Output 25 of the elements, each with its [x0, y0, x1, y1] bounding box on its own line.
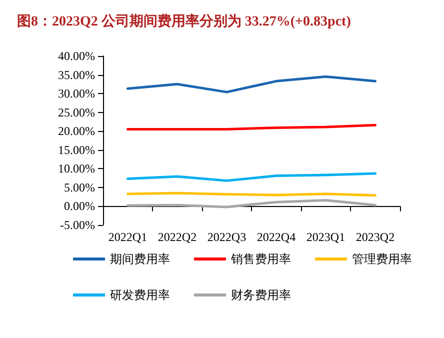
line-series [126, 75, 376, 94]
chart-title: 图8：2023Q2 公司期间费用率分别为 33.27%(+0.83pct) [17, 12, 352, 30]
legend-label: 期间费用率 [110, 252, 170, 266]
legend-label: 管理费用率 [352, 252, 412, 266]
x-tick-label: 2022Q4 [256, 230, 296, 244]
line-series [126, 172, 376, 182]
y-tick-label: 15.00% [58, 142, 95, 157]
legend-label: 销售费用率 [230, 252, 291, 266]
y-tick-label: 25.00% [58, 105, 95, 120]
y-tick-label: 20.00% [58, 124, 95, 138]
x-tick-label: 2022Q2 [158, 230, 197, 244]
y-tick-label: 40.00% [58, 49, 95, 63]
y-tick-label: 5.00% [64, 180, 95, 194]
legend-label: 研发费用率 [110, 288, 170, 302]
y-tick-label: -5.00% [60, 218, 95, 232]
y-tick-label: 30.00% [58, 86, 95, 101]
y-tick-label: 10.00% [58, 162, 95, 176]
x-tick-label: 2023Q2 [356, 230, 395, 244]
x-tick-label: 2022Q3 [207, 230, 246, 244]
x-tick-label: 2022Q1 [108, 230, 148, 244]
y-tick-label: 35.00% [58, 68, 95, 82]
y-tick-label: 0.00% [64, 199, 95, 214]
legend-label: 财务费用率 [231, 288, 291, 302]
x-tick-label: 2023Q1 [306, 230, 346, 244]
line-series [126, 198, 376, 208]
